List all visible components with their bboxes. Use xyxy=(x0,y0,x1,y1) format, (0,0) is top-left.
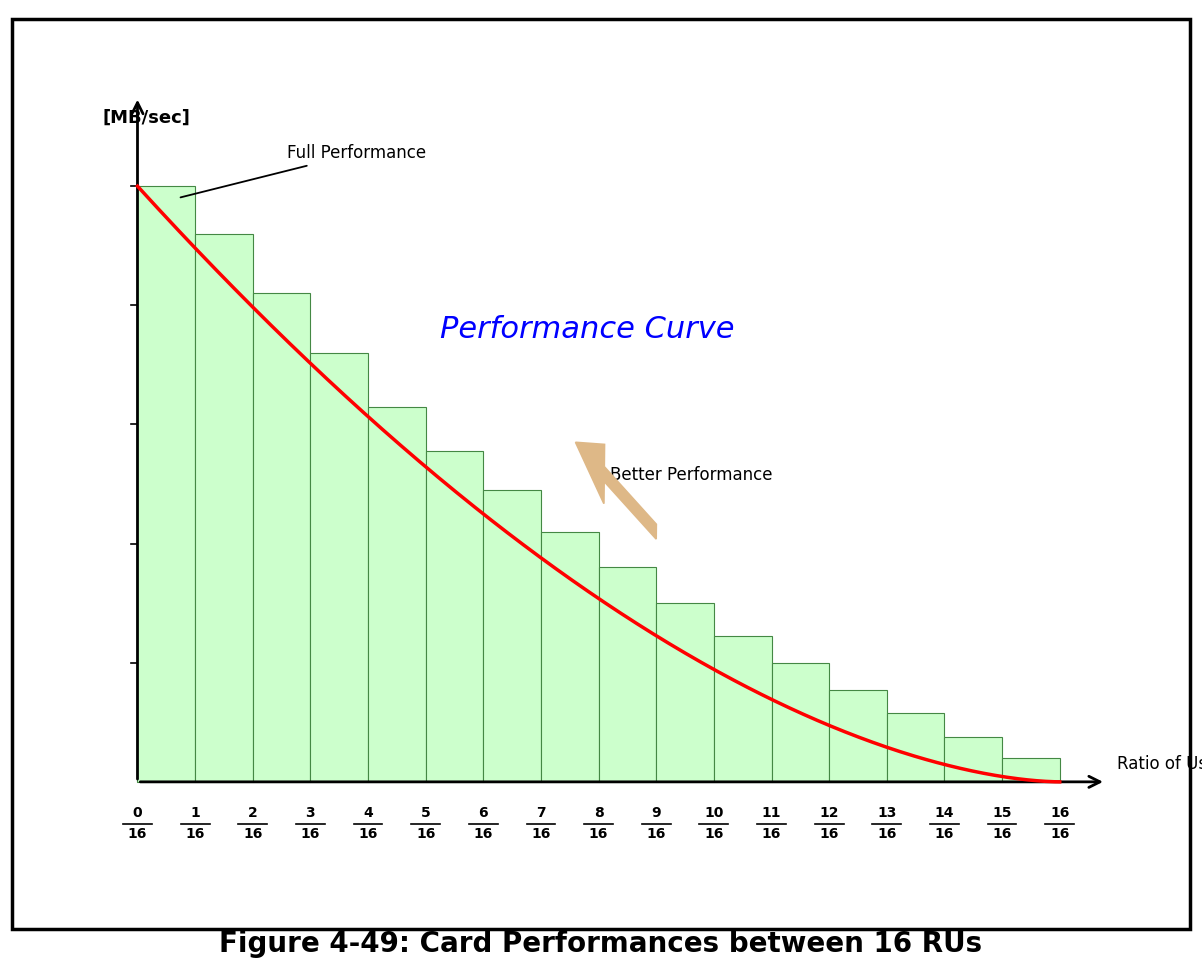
Text: 4: 4 xyxy=(363,805,373,820)
Text: 7: 7 xyxy=(536,805,546,820)
Text: [MB/sec]: [MB/sec] xyxy=(103,108,191,127)
Bar xyxy=(137,186,195,782)
Text: 16: 16 xyxy=(647,827,666,840)
Bar xyxy=(483,490,541,782)
Bar xyxy=(714,636,772,782)
Bar xyxy=(599,567,656,782)
Text: 16: 16 xyxy=(358,827,377,840)
Bar xyxy=(310,353,368,782)
Text: 16: 16 xyxy=(935,827,954,840)
Bar xyxy=(829,689,887,782)
Text: 16: 16 xyxy=(416,827,435,840)
Text: 16: 16 xyxy=(704,827,724,840)
Text: 9: 9 xyxy=(651,805,661,820)
Text: 12: 12 xyxy=(820,805,839,820)
Text: 2: 2 xyxy=(248,805,257,820)
Text: 16: 16 xyxy=(127,827,147,840)
Bar xyxy=(1002,758,1060,782)
Bar xyxy=(252,293,310,782)
Bar xyxy=(772,663,829,782)
Bar xyxy=(656,603,714,782)
Text: 10: 10 xyxy=(704,805,724,820)
Bar xyxy=(887,713,945,782)
Text: 16: 16 xyxy=(877,827,897,840)
Text: 16: 16 xyxy=(474,827,493,840)
Text: 16: 16 xyxy=(589,827,608,840)
Text: Better Performance: Better Performance xyxy=(611,466,773,484)
Text: Performance Curve: Performance Curve xyxy=(440,315,734,344)
Bar xyxy=(195,234,252,782)
Text: 1: 1 xyxy=(190,805,200,820)
Text: 16: 16 xyxy=(531,827,551,840)
Text: 8: 8 xyxy=(594,805,603,820)
Text: 16: 16 xyxy=(243,827,262,840)
Text: 3: 3 xyxy=(305,805,315,820)
Text: 16: 16 xyxy=(1051,805,1070,820)
Text: Full Performance: Full Performance xyxy=(180,144,426,197)
Text: 16: 16 xyxy=(300,827,320,840)
Text: 16: 16 xyxy=(993,827,1012,840)
Text: 13: 13 xyxy=(877,805,897,820)
Text: 11: 11 xyxy=(762,805,781,820)
Text: 16: 16 xyxy=(185,827,204,840)
Text: 0: 0 xyxy=(132,805,142,820)
Text: 14: 14 xyxy=(935,805,954,820)
Bar xyxy=(541,531,599,782)
Text: 15: 15 xyxy=(993,805,1012,820)
Text: 5: 5 xyxy=(421,805,430,820)
Text: 6: 6 xyxy=(478,805,488,820)
Text: 16: 16 xyxy=(820,827,839,840)
Bar xyxy=(368,407,426,782)
FancyArrow shape xyxy=(576,442,656,539)
Text: 16: 16 xyxy=(762,827,781,840)
Text: Ratio of Used RU: Ratio of Used RU xyxy=(1118,755,1202,773)
Bar xyxy=(945,738,1002,782)
Text: Figure 4-49: Card Performances between 16 RUs: Figure 4-49: Card Performances between 1… xyxy=(220,930,982,958)
Text: 16: 16 xyxy=(1051,827,1070,840)
Bar xyxy=(426,451,483,782)
